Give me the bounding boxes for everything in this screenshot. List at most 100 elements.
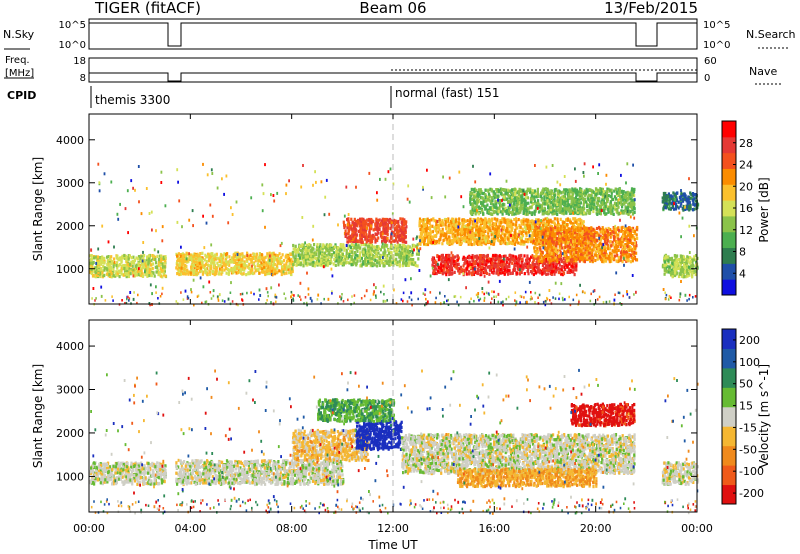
heat-cell: [423, 239, 426, 243]
cpid-mode-2: normal (fast) 151: [395, 86, 499, 100]
heat-cell: [205, 272, 209, 276]
heat-cell: [395, 257, 398, 261]
heat-cell: [436, 231, 439, 235]
heat-cell: [195, 272, 198, 276]
heat-cell: [621, 243, 624, 247]
heat-cell: [576, 218, 579, 223]
heat-cell: [270, 269, 273, 273]
heat-cell: [520, 257, 523, 261]
heat-cell: [520, 266, 523, 270]
heat-cell: [520, 270, 523, 274]
heat-cell: [307, 251, 310, 255]
heat-cell: [259, 265, 262, 269]
heat-cell: [506, 237, 510, 241]
heat-cell: [339, 247, 342, 251]
heat-cell: [184, 263, 187, 268]
heat-cell: [209, 267, 213, 271]
heat-cell: [449, 239, 452, 243]
heat-cell: [507, 264, 510, 268]
heat-cell: [484, 266, 487, 270]
heat-cell: [311, 257, 314, 261]
heat-cell: [147, 258, 150, 262]
heat-cell: [453, 259, 456, 263]
heat-cell: [507, 230, 510, 234]
heat-cell: [507, 228, 510, 232]
heat-cell: [491, 270, 494, 274]
heat-cell: [247, 271, 250, 275]
heat-cell: [344, 229, 347, 233]
heat-cell: [515, 238, 519, 242]
heat-cell: [514, 255, 517, 259]
heat-cell: [487, 239, 490, 243]
heat-cell: [507, 224, 510, 228]
heat-cell: [182, 261, 185, 265]
heat-cell: [477, 239, 480, 243]
heat-cell: [210, 252, 213, 256]
heat-cell: [506, 272, 510, 276]
heat-cell: [479, 256, 482, 260]
heat-cell: [213, 273, 216, 277]
heat-cell: [364, 257, 367, 261]
heat-cell: [383, 262, 386, 266]
heat-cell: [292, 263, 295, 267]
heat-cell: [435, 261, 438, 265]
heat-cell: [375, 219, 378, 223]
heat-cell: [368, 219, 371, 223]
heat-cell: [333, 257, 336, 261]
heat-cell: [491, 224, 494, 228]
nsearch-tick-bottom: 10^0: [703, 40, 730, 51]
heat-cell: [368, 253, 371, 257]
heat-cell: [384, 217, 387, 222]
heat-cell: [359, 226, 363, 230]
heat-cell: [371, 233, 374, 237]
heat-cell: [109, 269, 112, 273]
heat-cell: [108, 268, 111, 272]
heat-cell: [483, 220, 486, 225]
heat-cell: [126, 266, 129, 271]
heat-cell: [424, 237, 427, 241]
heat-cell: [207, 263, 210, 268]
heat-cell: [99, 274, 102, 279]
heat-cell: [428, 220, 431, 225]
heat-cell: [389, 251, 392, 255]
heat-cell: [266, 252, 269, 256]
heat-cell: [537, 262, 540, 266]
heat-cell: [430, 218, 433, 222]
heat-cell: [229, 260, 232, 264]
heat-cell: [535, 261, 538, 265]
heat-cell: [418, 241, 421, 246]
heat-cell: [139, 256, 142, 260]
heat-cell: [529, 240, 533, 244]
heat-cell: [373, 250, 377, 254]
heat-cell: [262, 256, 265, 260]
heat-cell: [546, 266, 549, 270]
heat-cell: [536, 258, 539, 262]
heat-cell: [356, 249, 359, 253]
heat-cell: [366, 255, 369, 259]
heat-cell: [253, 252, 256, 256]
heat-cell: [348, 253, 351, 257]
heat-cell: [370, 240, 374, 244]
heat-cell: [467, 263, 470, 267]
heat-cell: [429, 228, 432, 232]
heat-cell: [355, 219, 358, 223]
heat-cell: [377, 236, 380, 240]
heat-cell: [90, 257, 93, 261]
heat-cell: [459, 235, 462, 239]
heat-cell: [362, 234, 365, 238]
heat-cell: [109, 265, 113, 269]
heat-cell: [347, 229, 350, 233]
heat-cell: [519, 264, 522, 268]
heat-cell: [469, 242, 472, 246]
heat-cell: [321, 245, 325, 249]
heat-cell: [153, 274, 156, 278]
heat-cell: [467, 223, 470, 227]
heat-cell: [198, 261, 201, 265]
heat-cell: [387, 248, 390, 253]
heat-cell: [124, 263, 127, 267]
heat-cell: [231, 268, 234, 272]
heat-cell: [159, 271, 162, 275]
heat-cell: [426, 231, 429, 236]
heat-cell: [522, 240, 525, 244]
heat-cell: [509, 230, 512, 234]
